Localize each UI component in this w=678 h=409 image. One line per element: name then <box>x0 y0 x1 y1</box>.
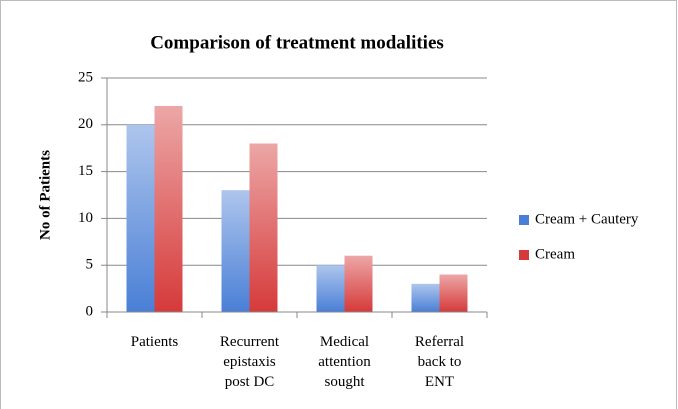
legend-label: Cream + Cautery <box>535 211 639 227</box>
y-tick-label: 10 <box>78 210 93 226</box>
x-tick-label: Medical attention sought <box>318 334 371 390</box>
x-tick-label: Recurrent epistaxis post DC <box>219 334 280 390</box>
bar-shine <box>126 124 155 312</box>
bar-shine <box>344 255 373 312</box>
legend-swatch <box>519 215 529 225</box>
bar-shine <box>439 274 468 312</box>
y-tick-label: 15 <box>78 163 93 179</box>
bar-shine <box>249 143 278 312</box>
bar-shine <box>154 106 183 312</box>
y-axis-label: No of Patients <box>37 150 53 240</box>
y-tick-label: 20 <box>78 116 93 132</box>
bar-shine <box>316 265 345 312</box>
y-tick-label: 0 <box>86 303 94 319</box>
y-tick-label: 25 <box>78 69 93 85</box>
legend-label: Cream <box>535 246 575 262</box>
x-tick-label: Referral back to ENT <box>414 334 465 390</box>
bar-shine <box>221 190 250 312</box>
y-tick-label: 5 <box>86 257 94 273</box>
bar-shine <box>411 283 440 312</box>
legend-swatch <box>519 250 529 260</box>
x-tick-label: Patients <box>130 334 179 350</box>
chart-title: Comparison of treatment modalities <box>150 32 444 53</box>
